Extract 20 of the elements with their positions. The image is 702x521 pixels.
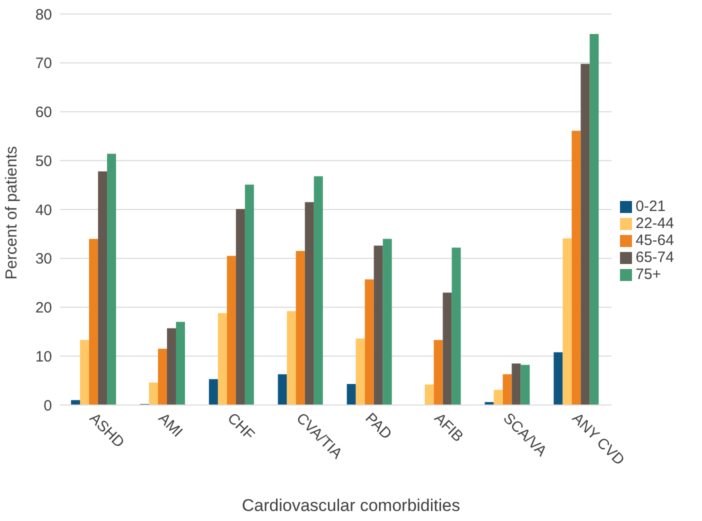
x-tick-label: AMI (154, 410, 186, 441)
y-tick-label: 50 (35, 152, 52, 170)
y-tick-label: 30 (35, 250, 52, 268)
legend-label: 75+ (636, 266, 662, 282)
y-tick-label: 20 (35, 300, 52, 317)
y-tick-label: 40 (35, 202, 52, 219)
y-tick-label: 60 (35, 104, 52, 122)
x-axis-title: Cardiovascular comorbidities (240, 496, 462, 516)
legend-label: 22-44 (636, 214, 674, 232)
y-axis-title: Percent of patients (4, 146, 21, 280)
x-tick-label: ANY CVD (568, 410, 628, 469)
x-tick-label: CHF (224, 410, 258, 444)
legend-label: 65-74 (636, 248, 674, 266)
legend-label: 0-21 (636, 198, 666, 214)
legend-label: 45-64 (636, 232, 674, 248)
y-tick-label: 0 (44, 397, 52, 414)
y-tick-label: 10 (35, 348, 52, 366)
y-tick-label: 70 (35, 55, 52, 72)
y-tick-label: 80 (35, 6, 52, 24)
x-tick-label: PAD (362, 410, 395, 443)
